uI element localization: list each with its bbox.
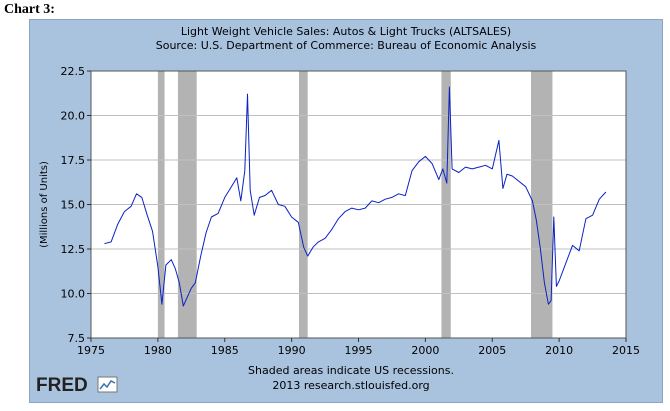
y-tick-label: 12.5 bbox=[61, 243, 86, 256]
x-tick-label: 1995 bbox=[345, 344, 373, 357]
y-tick-label: 7.5 bbox=[68, 332, 86, 345]
x-tick-label: 2015 bbox=[612, 344, 640, 357]
source-note: 2013 research.stlouisfed.org bbox=[272, 379, 429, 392]
y-tick-label: 20.0 bbox=[61, 110, 86, 123]
fred-logo-line-icon bbox=[99, 380, 116, 390]
x-tick-label: 2005 bbox=[478, 344, 506, 357]
fred-logo-graph-icon bbox=[97, 376, 118, 393]
recession-note: Shaded areas indicate US recessions. bbox=[248, 364, 454, 377]
x-tick-label: 1980 bbox=[144, 344, 172, 357]
fred-logo: FRED bbox=[36, 375, 118, 396]
x-tick-label: 2010 bbox=[545, 344, 573, 357]
y-tick-label: 22.5 bbox=[61, 65, 86, 78]
x-tick-label: 1985 bbox=[211, 344, 239, 357]
y-tick-label: 15.0 bbox=[61, 199, 86, 212]
x-tick-label: 1975 bbox=[77, 344, 105, 357]
series-line bbox=[104, 86, 607, 307]
fred-logo-text: FRED bbox=[36, 375, 88, 396]
chart-subtitle: Source: U.S. Department of Commerce: Bur… bbox=[156, 39, 537, 52]
x-tick-label: 2000 bbox=[411, 344, 439, 357]
y-tick-label: 17.5 bbox=[61, 154, 86, 167]
x-tick-label: 1990 bbox=[278, 344, 306, 357]
chart-caption: Chart 3: bbox=[4, 2, 55, 17]
y-axis-label: (Millions of Units) bbox=[39, 161, 50, 248]
y-tick-label: 10.0 bbox=[61, 288, 86, 301]
chart-title: Light Weight Vehicle Sales: Autos & Ligh… bbox=[181, 25, 511, 38]
